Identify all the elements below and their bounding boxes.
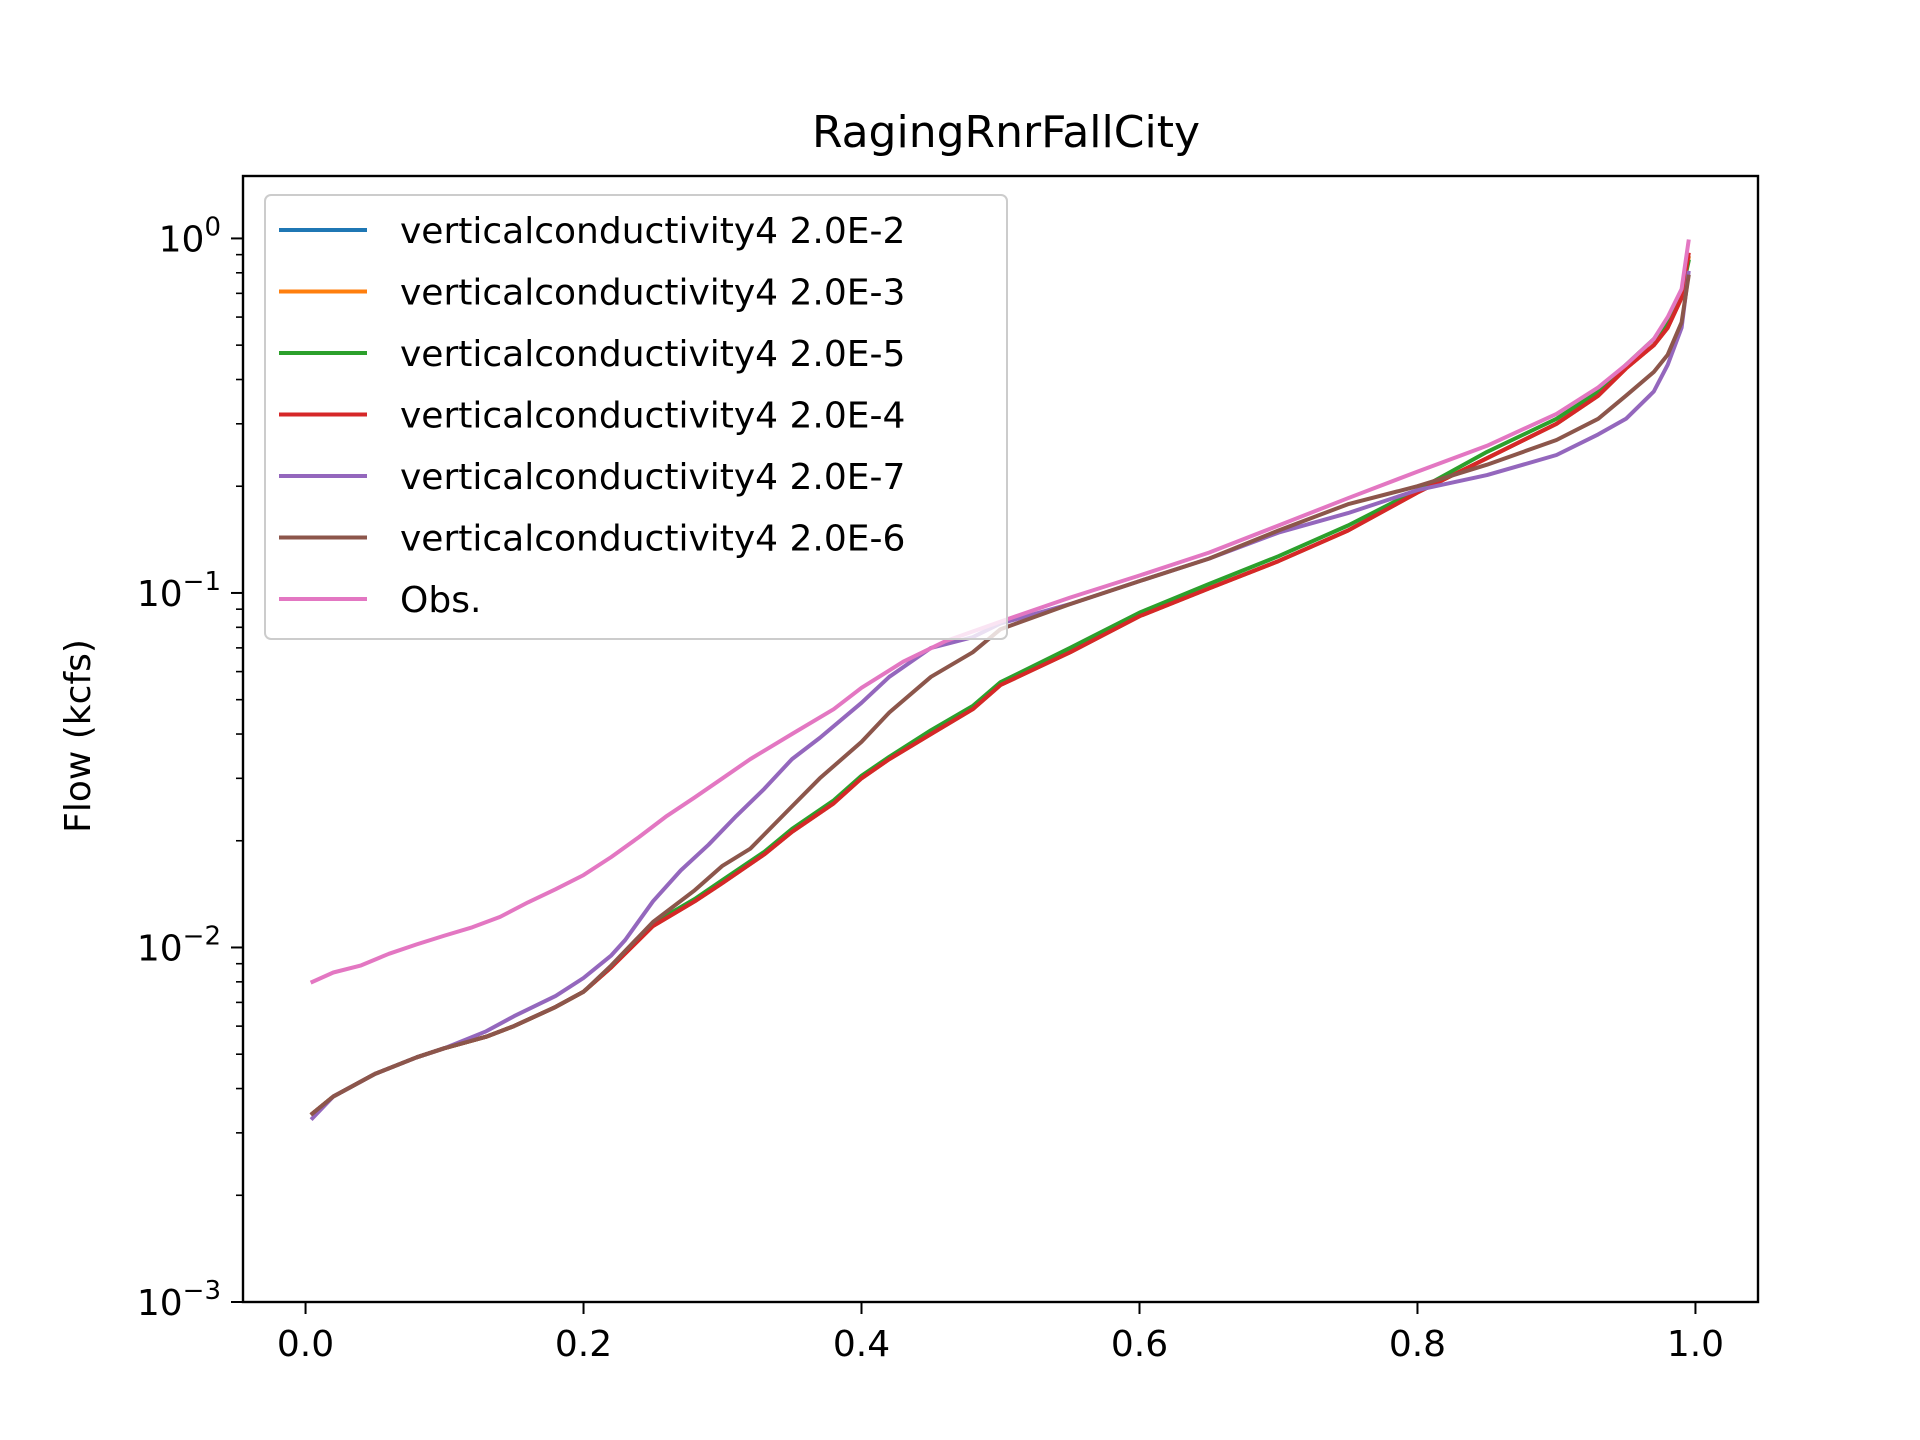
series-line-5 [309, 274, 1691, 1117]
plot-lines [309, 239, 1691, 1122]
legend: verticalconductivity4 2.0E-2 verticalcond… [264, 194, 1008, 640]
x-tick-label: 0.8 [1389, 1324, 1446, 1365]
legend-label: verticalconductivity4 2.0E-5 [400, 334, 905, 375]
x-tick-label: 0.4 [833, 1324, 890, 1365]
legend-label: Obs. [400, 580, 481, 621]
x-tick-label: 0.0 [277, 1324, 334, 1365]
y-axis-label: Flow (kcfs) [58, 639, 99, 833]
y-tick-label: 10−3 [137, 1276, 221, 1324]
x-tick-label: 0.2 [555, 1324, 612, 1365]
y-tick-label: 10−2 [137, 921, 221, 969]
legend-label: verticalconductivity4 2.0E-6 [400, 519, 905, 560]
series-line-4 [309, 270, 1691, 1122]
legend-label: verticalconductivity4 2.0E-3 [400, 273, 905, 314]
plot-frame [241, 174, 1760, 1304]
x-tick-label: 1.0 [1667, 1324, 1724, 1365]
series-line-6 [309, 239, 1691, 985]
y-tick-label: 10−1 [137, 567, 221, 615]
legend-label: verticalconductivity4 2.0E-7 [400, 457, 905, 498]
legend-label: verticalconductivity4 2.0E-4 [400, 396, 905, 437]
axes: 0.0 0.2 0.4 0.6 0.8 1.0 10−3 10−2 10−1 100 [137, 174, 1760, 1365]
legend-label: verticalconductivity4 2.0E-2 [400, 211, 905, 252]
legend-box [264, 194, 1008, 640]
y-tick-label: 100 [159, 212, 221, 260]
chart-title: RagingRnrFallCity [812, 107, 1200, 158]
x-tick-label: 0.6 [1111, 1324, 1168, 1365]
